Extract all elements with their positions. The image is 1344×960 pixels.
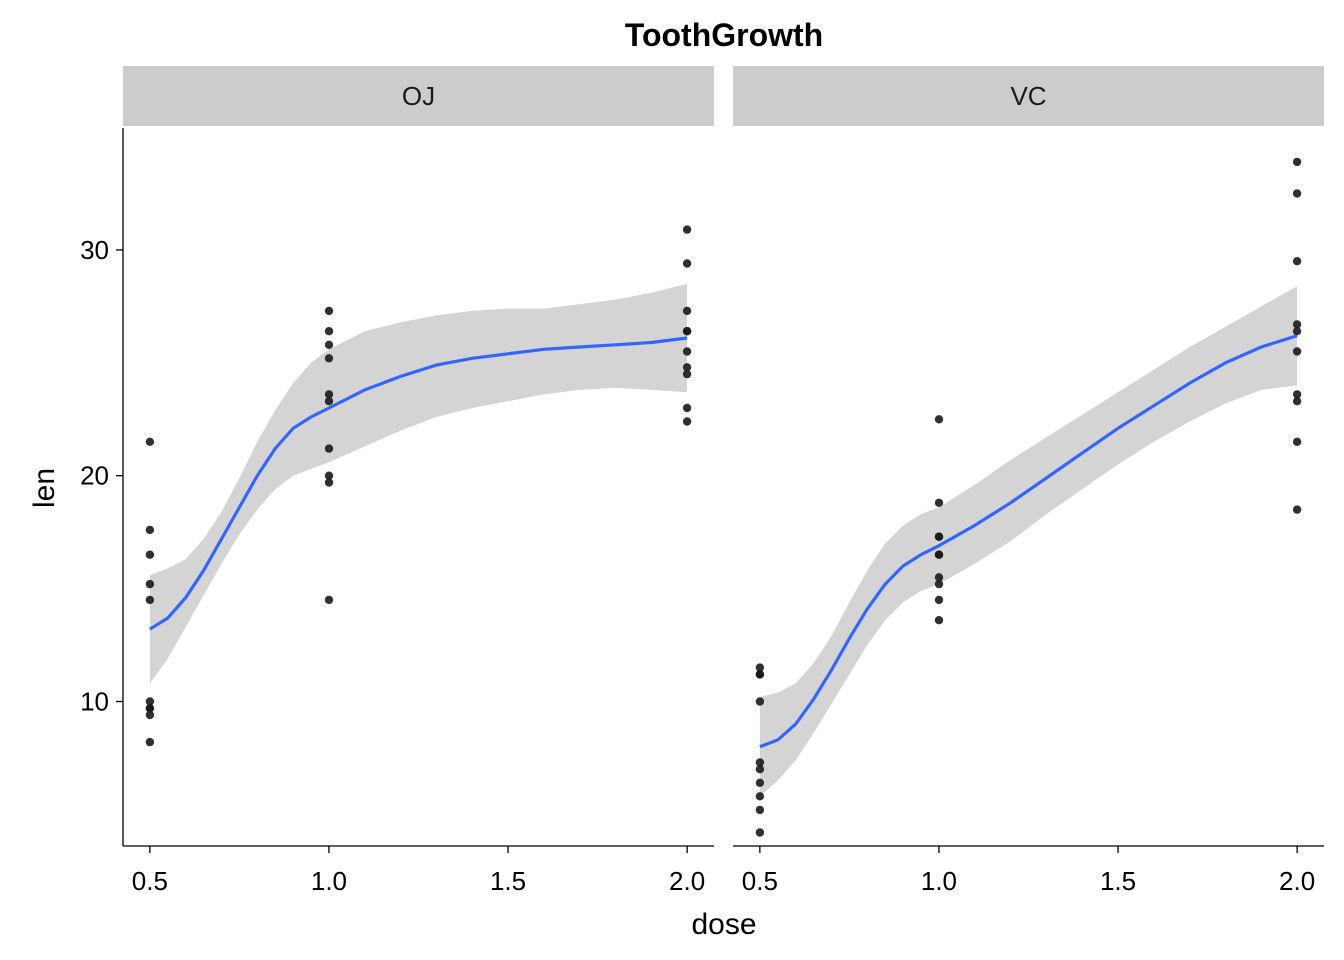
data-point — [324, 340, 334, 349]
data-point — [324, 390, 334, 399]
x-tick-label: 2.0 — [669, 866, 705, 896]
data-point — [324, 354, 334, 363]
data-point — [755, 670, 765, 679]
x-tick-label: 1.0 — [311, 866, 347, 896]
data-point — [682, 363, 692, 372]
strip-background — [733, 66, 1324, 126]
data-point — [145, 437, 155, 446]
y-tick-label: 20 — [80, 461, 109, 491]
x-axis-title: dose — [691, 908, 756, 941]
data-point — [755, 765, 765, 774]
data-point — [755, 758, 765, 767]
confidence-ribbon — [759, 286, 1298, 797]
data-point — [682, 306, 692, 316]
data-point — [324, 306, 334, 316]
x-tick-label: 0.5 — [742, 866, 778, 896]
data-point — [1292, 320, 1302, 329]
data-point — [1292, 157, 1302, 167]
data-point — [324, 471, 334, 480]
data-point — [145, 704, 155, 713]
x-tick-label: 0.5 — [132, 866, 168, 896]
data-point — [682, 369, 692, 379]
data-point — [145, 737, 155, 747]
data-point — [324, 397, 334, 406]
smooth-line — [149, 336, 688, 631]
smooth-line — [759, 334, 1298, 749]
data-point — [324, 444, 334, 453]
data-point — [934, 415, 944, 424]
y-tick-label: 10 — [80, 686, 109, 716]
data-point — [934, 579, 944, 589]
data-point — [934, 550, 944, 559]
data-point — [1292, 390, 1302, 399]
data-point — [755, 805, 765, 815]
y-axis-title: len — [28, 468, 61, 508]
panel-oj: OJ 0.5 1.0 1.5 2.0 10 20 30 — [80, 66, 714, 896]
data-point — [145, 525, 155, 535]
data-point — [1292, 437, 1302, 446]
strip-background — [123, 66, 714, 126]
data-point — [1292, 257, 1302, 266]
data-point — [934, 498, 944, 507]
data-point — [682, 417, 692, 426]
data-point — [934, 532, 944, 541]
data-point — [755, 828, 765, 837]
data-point — [934, 595, 944, 605]
data-point — [682, 347, 692, 356]
data-point — [682, 259, 692, 268]
data-point — [145, 697, 155, 706]
confidence-ribbon — [149, 283, 688, 684]
strip-label: OJ — [402, 81, 435, 111]
facet-panels: OJ 0.5 1.0 1.5 2.0 10 20 30 VC 0.5 1.0 1.5 2.0 — [80, 66, 1324, 896]
data-point — [145, 710, 155, 720]
data-point — [1292, 505, 1302, 514]
data-point — [755, 697, 765, 706]
data-point — [324, 595, 334, 605]
chart-title: ToothGrowth — [625, 17, 823, 53]
data-point — [682, 225, 692, 234]
strip-label: VC — [1010, 81, 1046, 111]
data-point — [934, 573, 944, 582]
data-point — [755, 778, 765, 787]
data-point — [145, 579, 155, 589]
data-point — [145, 550, 155, 559]
data-point — [324, 327, 334, 336]
data-point — [1292, 347, 1302, 356]
data-point — [934, 616, 944, 625]
data-point — [1292, 397, 1302, 406]
data-point — [145, 595, 155, 605]
x-tick-label: 1.5 — [490, 866, 526, 896]
x-tick-label: 1.5 — [1100, 866, 1136, 896]
data-point — [755, 792, 765, 801]
y-tick-label: 30 — [80, 235, 109, 265]
data-point — [1292, 327, 1302, 336]
data-point — [682, 327, 692, 336]
x-tick-label: 2.0 — [1279, 866, 1315, 896]
data-point — [1292, 189, 1302, 198]
data-point — [324, 478, 334, 487]
data-point — [682, 403, 692, 413]
x-tick-label: 1.0 — [921, 866, 957, 896]
panel-vc: VC 0.5 1.0 1.5 2.0 — [733, 66, 1324, 896]
data-point — [755, 663, 765, 672]
